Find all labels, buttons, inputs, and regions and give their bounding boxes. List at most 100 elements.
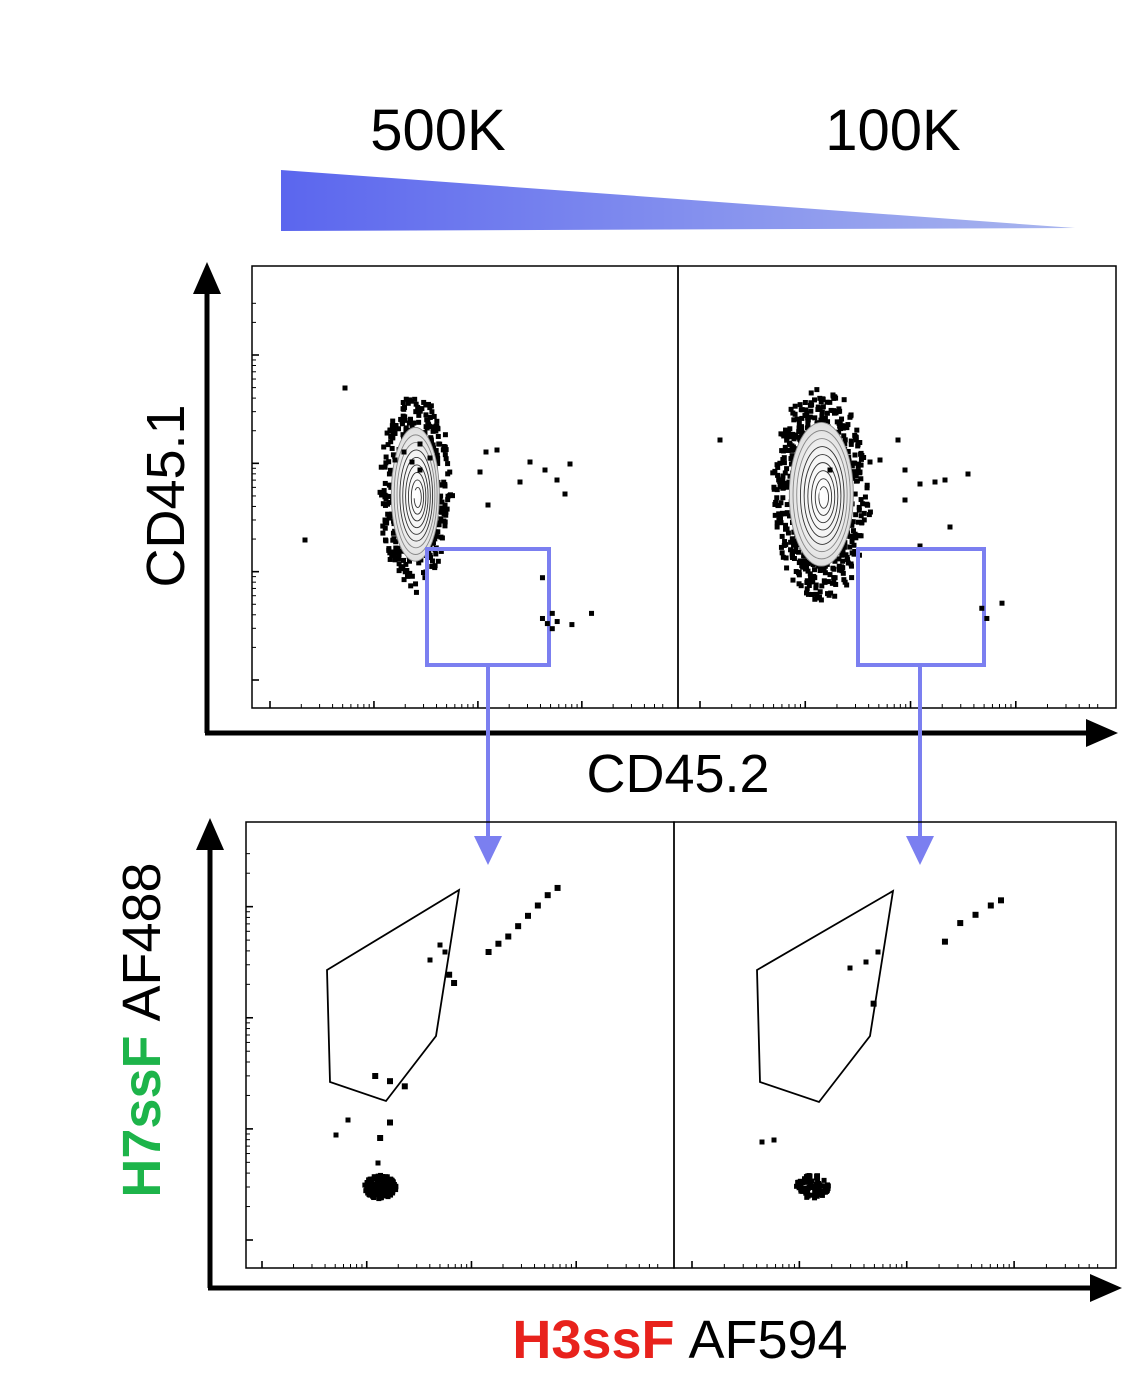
event-dot (781, 480, 787, 486)
event-dot (845, 448, 851, 454)
event-dot (402, 417, 408, 423)
event-dot (817, 589, 823, 595)
bottom-x-axis-arrowhead (1090, 1274, 1122, 1302)
event-dot (861, 517, 867, 523)
event-dot (423, 424, 429, 430)
event-dot (858, 533, 864, 539)
event-dot (861, 455, 867, 461)
event-dot (796, 429, 802, 435)
event-dot (817, 395, 823, 401)
bottom-x-tick-marks (261, 1261, 1099, 1268)
event-dot (804, 559, 810, 565)
event-dot (777, 460, 783, 466)
event-dot (942, 477, 948, 483)
event-dot (371, 1195, 377, 1201)
event-dot (785, 482, 791, 488)
event-dot (902, 497, 908, 503)
polygon-gate-100k (756, 889, 895, 1104)
event-dot (848, 441, 854, 447)
event-dot (408, 583, 414, 589)
event-dot (805, 424, 811, 430)
event-dot (798, 407, 804, 413)
event-dot (554, 477, 560, 483)
gated-event (554, 619, 560, 625)
event-dot (382, 464, 388, 470)
contour-population-100k (770, 387, 873, 603)
event-dot (416, 419, 422, 425)
event-dot (789, 447, 795, 453)
event-dot (858, 497, 864, 503)
event-dot (842, 423, 848, 429)
event-dot (818, 597, 824, 603)
contour-line (803, 454, 842, 538)
event-dot (391, 423, 397, 429)
event-dot (787, 426, 793, 432)
contour-line (811, 470, 836, 524)
event-dot (819, 583, 825, 589)
event-dot (858, 450, 864, 456)
event-dot (363, 1188, 369, 1194)
top-y-tick-marks (252, 302, 259, 681)
event-dot (789, 550, 795, 556)
event-dot (841, 397, 847, 403)
event-dot (791, 417, 797, 423)
event-dot (799, 432, 805, 438)
event-dot (841, 433, 847, 439)
event-dot (382, 537, 388, 543)
gated-event (539, 575, 545, 581)
event-dot (827, 399, 833, 405)
event-dot (798, 1188, 804, 1194)
event-dot (836, 556, 842, 562)
event-dot (812, 596, 818, 602)
event-dot (387, 427, 393, 433)
event-dot (415, 404, 421, 410)
event-dot (844, 582, 850, 588)
gated-event (987, 902, 994, 909)
top-x-axis-arrowhead (1086, 719, 1118, 747)
event-dot (785, 447, 791, 453)
event-dot (433, 423, 439, 429)
event-dot (788, 539, 794, 545)
gated-event (554, 884, 561, 891)
event-dot (854, 427, 860, 433)
event-dot (836, 406, 842, 412)
dose-label-100k: 100K (825, 98, 961, 163)
event-dot (387, 556, 393, 562)
event-dot (366, 1183, 372, 1189)
event-dot (822, 570, 828, 576)
event-dot (816, 594, 822, 600)
event-dot (831, 395, 837, 401)
event-dot (416, 412, 422, 418)
event-dot (852, 531, 858, 537)
event-dot (836, 429, 842, 435)
bottom-panel-100k-frame (673, 821, 1117, 1269)
event-dot (333, 1132, 339, 1138)
event-dot (855, 519, 861, 525)
event-dot (391, 1181, 397, 1187)
event-dot (382, 502, 388, 508)
event-dot (849, 539, 855, 545)
event-dot (805, 420, 811, 426)
event-dot (381, 1192, 387, 1198)
event-dot (784, 484, 790, 490)
event-dot (804, 586, 810, 592)
event-dot (413, 401, 419, 407)
event-dot (774, 487, 780, 493)
event-dot (438, 505, 444, 511)
event-dot (435, 529, 441, 535)
event-dot (834, 419, 840, 425)
event-dot (853, 435, 859, 441)
bottom-y-axis-label: H7ssF AF488 (112, 862, 172, 1197)
event-dot (805, 1173, 811, 1179)
event-dot (822, 415, 828, 421)
event-dot (860, 501, 866, 507)
event-dot (782, 470, 788, 476)
event-dot (429, 563, 435, 569)
event-dot (433, 533, 439, 539)
event-dot (431, 445, 437, 451)
event-dot (429, 439, 435, 445)
contour-line (792, 430, 851, 560)
contour-line (396, 441, 436, 549)
gated-event (984, 615, 990, 621)
event-dot (789, 443, 795, 449)
